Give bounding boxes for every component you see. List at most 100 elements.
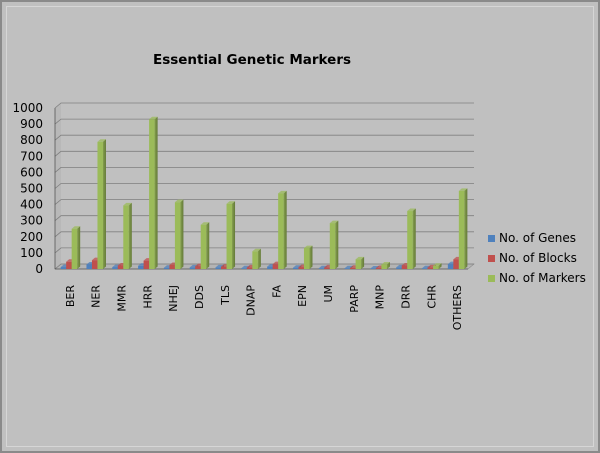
bar-side-shade [102,139,106,269]
bar-front [318,268,325,269]
bar-front [303,248,310,269]
bar [123,202,132,269]
bar-front [200,224,207,269]
bar-front [66,261,72,269]
bar-front [447,264,454,269]
x-tick-label: NHEJ [167,285,180,312]
x-tick-label: PARP [348,285,361,313]
plot-area: 0 100 200 300 400 500 600 700 800 900 1000 BER NER MM… [12,101,475,330]
bar [252,248,261,269]
bar-front [112,267,118,269]
bar-top [278,190,287,194]
legend-label: No. of Genes [499,231,576,245]
bar-front [401,265,408,269]
bar [355,256,365,269]
bar-side-shade [257,248,261,269]
bar-front [344,268,351,269]
bar-top [433,263,442,266]
bar-top [123,202,132,206]
bar-top [252,248,261,252]
bar-front [407,211,413,269]
x-tick-label: CHR [425,285,438,309]
x-tick-label: DRR [399,285,412,309]
bar-front [174,202,181,269]
bar [71,226,81,269]
x-tick-label: MNP [374,285,387,310]
bar-front [298,267,304,269]
x-tick-label: DNAP [245,285,258,316]
chart-title: Essential Genetic Markers [153,52,351,68]
bar-top [303,245,313,249]
bar-front [252,251,258,269]
bar-side-shade [77,226,81,269]
bar-front [458,190,465,269]
bar [226,201,236,269]
y-tick-label: 0 [35,262,43,276]
bar [458,188,468,269]
bar-front [381,264,387,269]
bar [174,199,184,269]
bar-front [86,264,92,269]
bar-front [226,203,233,269]
x-tick-label: EPN [296,285,309,307]
gridline [54,215,474,222]
x-tick-label: OTHERS [451,285,464,330]
y-tick-label: 200 [20,230,43,244]
legend-swatch [488,255,495,262]
bar-front [71,228,78,269]
x-tick-label: TLS [219,285,232,306]
bar-top [241,265,250,269]
bar-front [355,259,362,269]
y-tick-label: 100 [20,246,43,260]
x-tick-label: BER [64,285,77,307]
bar-top [407,208,416,212]
bar-top [422,265,431,269]
bar [200,222,210,269]
bar-top [329,220,339,224]
bar-front [241,268,247,269]
bar-side-shade [154,116,158,270]
bar-side-shade [464,188,468,269]
bar-side-shade [283,190,287,269]
bar-front [143,260,150,269]
bar-front [117,265,124,269]
gridline [54,199,474,205]
bar-top [458,188,468,191]
bar-top [344,265,354,269]
bar-front [91,260,98,269]
legend-label: No. of Markers [499,271,586,285]
bar-front [60,267,67,269]
bar-top [71,226,81,229]
bar-side-shade [412,208,416,269]
x-tick-label: DDS [193,285,206,309]
bar-top [97,139,106,142]
bar-front [350,267,356,269]
bar-front [278,193,284,269]
bar-front [267,266,273,269]
gridline [54,118,474,125]
bar-side-shade [232,201,236,269]
bar-side-shade [180,199,184,269]
bar-top [381,261,390,265]
bar-front [195,266,201,269]
bar-front [189,267,196,269]
legend-label: No. of Blocks [499,251,577,265]
bar-front [163,267,170,269]
bar-front [97,141,103,269]
bar-front [375,268,382,269]
bar-front [453,259,459,269]
y-tick-label: 500 [20,182,43,196]
bar-top [226,201,236,204]
x-tick-label: NER [90,285,103,308]
bar-side-shade [438,263,442,269]
bar-front [433,265,439,269]
y-tick-label: 1000 [12,101,43,115]
bar-front [169,264,175,269]
bar-top [292,265,302,268]
x-tick-label: FA [270,285,283,298]
bar-side-shade [128,202,132,269]
x-tick-label: HRR [141,285,154,309]
x-tick-label: MMR [116,285,129,312]
bar [278,190,287,269]
